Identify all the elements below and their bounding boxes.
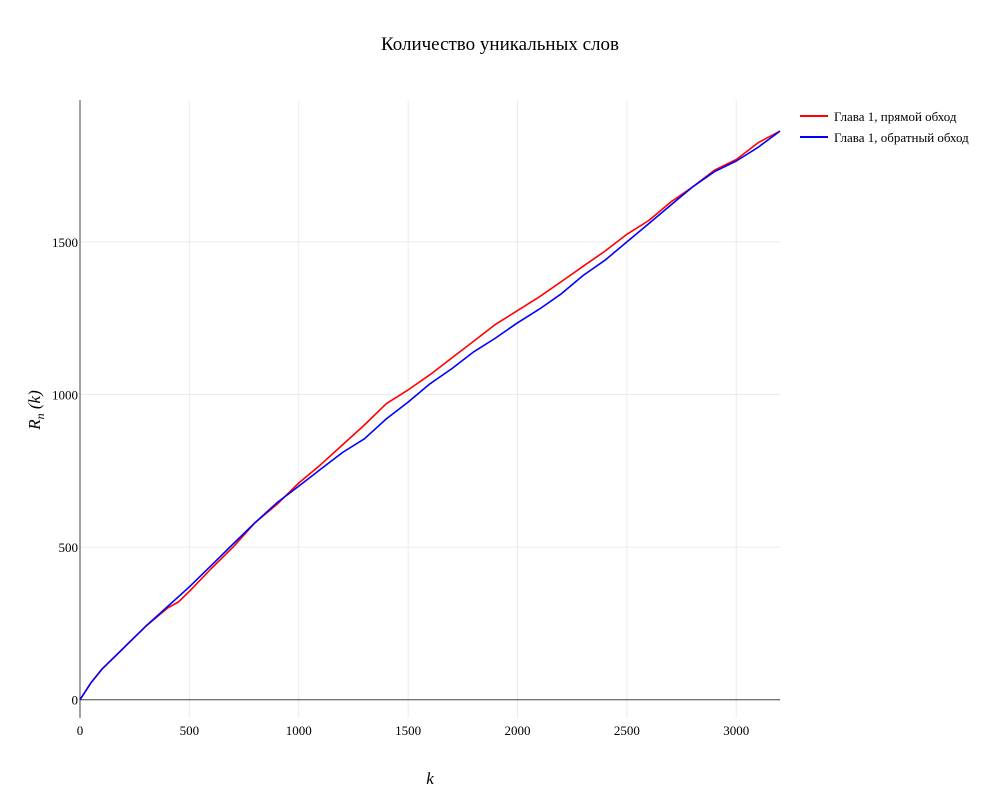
axes — [79, 100, 780, 718]
x-tick-label: 2500 — [614, 723, 640, 738]
y-tick-label: 1500 — [52, 235, 78, 250]
x-tick-label: 0 — [77, 723, 84, 738]
x-tick-label: 2000 — [505, 723, 531, 738]
y-axis-title: Rn (k) — [25, 390, 47, 431]
y-tick-label: 1000 — [52, 388, 78, 403]
x-axis-title: k — [426, 769, 434, 788]
chart-title: Количество уникальных слов — [381, 34, 619, 55]
x-tick-label: 3000 — [723, 723, 749, 738]
y-tick-label: 0 — [72, 693, 79, 708]
y-axis-title-sub: n — [33, 413, 47, 419]
x-tick-label: 1500 — [395, 723, 421, 738]
x-tick-label: 500 — [180, 723, 200, 738]
tick-labels: 0 500 1000 1500 2000 2500 3000 0 500 1000 1500 — [52, 235, 749, 738]
legend[interactable]: Глава 1, прямой обход Глава 1, обратный о… — [800, 109, 969, 145]
series-line-1 — [79, 130, 781, 701]
series-line-2 — [79, 130, 781, 701]
y-axis-title-main: R — [25, 419, 44, 431]
legend-label-1: Глава 1, прямой обход — [834, 109, 957, 124]
y-tick-label: 500 — [59, 540, 79, 555]
grid — [80, 100, 780, 718]
y-axis-title-rest: (k) — [25, 390, 44, 413]
legend-label-2: Глава 1, обратный обход — [834, 130, 969, 145]
x-tick-label: 1000 — [286, 723, 312, 738]
series-lines — [79, 130, 781, 701]
